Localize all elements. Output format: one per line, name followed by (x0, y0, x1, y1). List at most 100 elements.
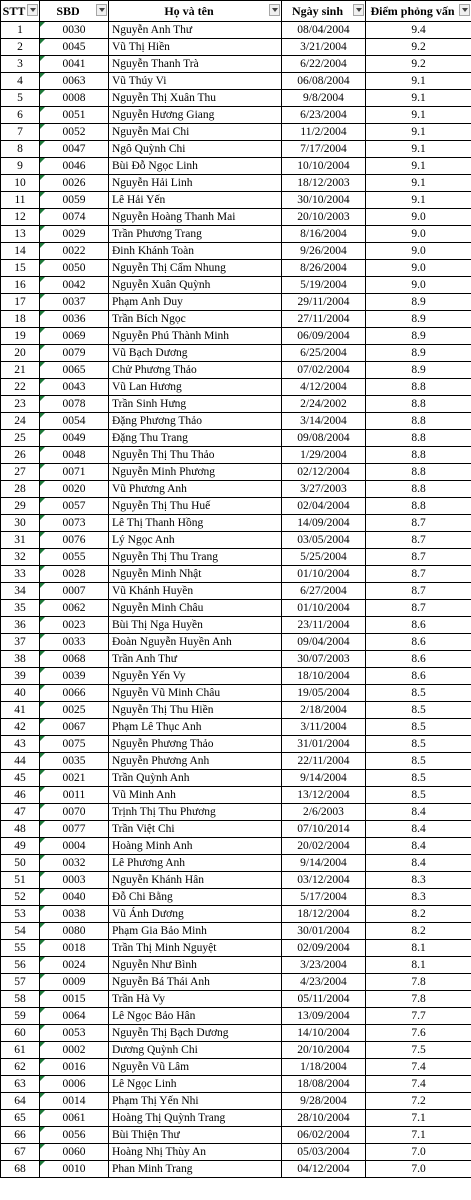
row-sbd-cell[interactable]: 0026 (39, 174, 109, 192)
row-sbd-cell[interactable]: 0030 (39, 21, 109, 39)
row-dob-cell[interactable]: 3/21/2004 (281, 38, 366, 56)
row-score-cell[interactable]: 8.7 (365, 514, 471, 532)
row-dob-cell[interactable]: 4/12/2004 (281, 378, 366, 396)
table-row[interactable]: 10 0026 Nguyễn Hải Linh 18/12/2003 9.1 (0, 174, 471, 192)
row-sbd-cell[interactable]: 0039 (39, 667, 109, 685)
row-name-cell[interactable]: Nguyễn Hương Giang (108, 106, 282, 124)
row-sbd-cell[interactable]: 0015 (39, 990, 109, 1008)
table-row[interactable]: 32 0055 Nguyễn Thị Thu Trang 5/25/2004 8.7 (0, 548, 471, 566)
table-row[interactable]: 21 0065 Chử Phương Thảo 07/02/2004 8.9 (0, 361, 471, 379)
table-row[interactable]: 65 0061 Hoàng Thị Quỳnh Trang 28/10/2004 7.1 (0, 1109, 471, 1127)
row-sbd-cell[interactable]: 0018 (39, 939, 109, 957)
row-name-cell[interactable]: Đinh Khánh Toàn (108, 242, 282, 260)
row-name-cell[interactable]: Nguyễn Vũ Minh Châu (108, 684, 282, 702)
table-row[interactable]: 17 0037 Phạm Anh Duy 29/11/2004 8.9 (0, 293, 471, 311)
row-score-cell[interactable]: 7.0 (365, 1143, 471, 1161)
row-score-cell[interactable]: 9.1 (365, 123, 471, 141)
row-dob-cell[interactable]: 02/12/2004 (281, 463, 366, 481)
row-stt-cell[interactable]: 13 (0, 225, 40, 243)
row-dob-cell[interactable]: 23/11/2004 (281, 616, 366, 634)
row-stt-cell[interactable]: 51 (0, 871, 40, 889)
table-row[interactable]: 26 0048 Nguyễn Thị Thu Thảo 1/29/2004 8.8 (0, 446, 471, 464)
row-score-cell[interactable]: 8.6 (365, 633, 471, 651)
row-stt-cell[interactable]: 64 (0, 1092, 40, 1110)
row-dob-cell[interactable]: 09/04/2004 (281, 633, 366, 651)
row-dob-cell[interactable]: 3/14/2004 (281, 412, 366, 430)
row-dob-cell[interactable]: 18/12/2003 (281, 174, 366, 192)
row-dob-cell[interactable]: 04/12/2004 (281, 1160, 366, 1178)
row-score-cell[interactable]: 8.7 (365, 531, 471, 549)
row-stt-cell[interactable]: 53 (0, 905, 40, 923)
row-name-cell[interactable]: Đỗ Chi Bằng (108, 888, 282, 906)
row-score-cell[interactable]: 7.7 (365, 1007, 471, 1025)
row-dob-cell[interactable]: 9/14/2004 (281, 854, 366, 872)
row-score-cell[interactable]: 9.1 (365, 106, 471, 124)
row-score-cell[interactable]: 8.2 (365, 922, 471, 940)
table-row[interactable]: 60 0053 Nguyễn Thị Bạch Dương 14/10/2004 7.6 (0, 1024, 471, 1042)
row-name-cell[interactable]: Nguyễn Thị Thu Hiền (108, 701, 282, 719)
row-stt-cell[interactable]: 46 (0, 786, 40, 804)
row-stt-cell[interactable]: 1 (0, 21, 40, 39)
table-row[interactable]: 43 0075 Nguyễn Phương Thảo 31/01/2004 8.5 (0, 735, 471, 753)
table-row[interactable]: 53 0038 Vũ Ánh Dương 18/12/2004 8.2 (0, 905, 471, 923)
row-dob-cell[interactable]: 4/23/2004 (281, 973, 366, 991)
row-dob-cell[interactable]: 07/10/2014 (281, 820, 366, 838)
row-dob-cell[interactable]: 14/09/2004 (281, 514, 366, 532)
row-stt-cell[interactable]: 9 (0, 157, 40, 175)
row-stt-cell[interactable]: 36 (0, 616, 40, 634)
row-sbd-cell[interactable]: 0070 (39, 803, 109, 821)
row-name-cell[interactable]: Phạm Anh Duy (108, 293, 282, 311)
table-row[interactable]: 39 0039 Nguyễn Yến Vy 18/10/2004 8.6 (0, 667, 471, 685)
row-stt-cell[interactable]: 23 (0, 395, 40, 413)
row-stt-cell[interactable]: 62 (0, 1058, 40, 1076)
row-stt-cell[interactable]: 12 (0, 208, 40, 226)
row-score-cell[interactable]: 8.8 (365, 429, 471, 447)
row-score-cell[interactable]: 9.1 (365, 140, 471, 158)
row-dob-cell[interactable]: 2/24/2002 (281, 395, 366, 413)
row-stt-cell[interactable]: 28 (0, 480, 40, 498)
table-row[interactable]: 62 0016 Nguyễn Vũ Lâm 1/18/2004 7.4 (0, 1058, 471, 1076)
table-row[interactable]: 40 0066 Nguyễn Vũ Minh Châu 19/05/2004 8.5 (0, 684, 471, 702)
row-name-cell[interactable]: Nguyễn Anh Thư (108, 21, 282, 39)
table-row[interactable]: 31 0076 Lý Ngọc Anh 03/05/2004 8.7 (0, 531, 471, 549)
table-row[interactable]: 36 0023 Bùi Thị Nga Huyền 23/11/2004 8.6 (0, 616, 471, 634)
row-sbd-cell[interactable]: 0047 (39, 140, 109, 158)
row-dob-cell[interactable]: 19/05/2004 (281, 684, 366, 702)
row-name-cell[interactable]: Nguyễn Khánh Hân (108, 871, 282, 889)
row-sbd-cell[interactable]: 0011 (39, 786, 109, 804)
row-name-cell[interactable]: Lê Thị Thanh Hồng (108, 514, 282, 532)
row-dob-cell[interactable]: 9/8/2004 (281, 89, 366, 107)
row-name-cell[interactable]: Đặng Phương Thảo (108, 412, 282, 430)
row-score-cell[interactable]: 8.8 (365, 497, 471, 515)
row-score-cell[interactable]: 8.3 (365, 888, 471, 906)
row-name-cell[interactable]: Nguyễn Thanh Trà (108, 55, 282, 73)
row-stt-cell[interactable]: 32 (0, 548, 40, 566)
row-sbd-cell[interactable]: 0052 (39, 123, 109, 141)
row-name-cell[interactable]: Vũ Lan Hương (108, 378, 282, 396)
row-sbd-cell[interactable]: 0041 (39, 55, 109, 73)
row-stt-cell[interactable]: 6 (0, 106, 40, 124)
row-score-cell[interactable]: 8.9 (365, 361, 471, 379)
table-row[interactable]: 14 0022 Đinh Khánh Toàn 9/26/2004 9.0 (0, 242, 471, 260)
row-score-cell[interactable]: 9.0 (365, 225, 471, 243)
row-name-cell[interactable]: Nguyễn Minh Nhật (108, 565, 282, 583)
row-dob-cell[interactable]: 1/29/2004 (281, 446, 366, 464)
row-name-cell[interactable]: Phạm Lê Thục Anh (108, 718, 282, 736)
row-sbd-cell[interactable]: 0054 (39, 412, 109, 430)
row-sbd-cell[interactable]: 0050 (39, 259, 109, 277)
row-stt-cell[interactable]: 49 (0, 837, 40, 855)
filter-dropdown-icon[interactable] (269, 4, 280, 16)
row-dob-cell[interactable]: 1/18/2004 (281, 1058, 366, 1076)
row-stt-cell[interactable]: 14 (0, 242, 40, 260)
row-sbd-cell[interactable]: 0060 (39, 1143, 109, 1161)
row-stt-cell[interactable]: 24 (0, 412, 40, 430)
row-name-cell[interactable]: Trần Thị Minh Nguyệt (108, 939, 282, 957)
row-score-cell[interactable]: 7.8 (365, 973, 471, 991)
table-row[interactable]: 45 0021 Trần Quỳnh Anh 9/14/2004 8.5 (0, 769, 471, 787)
row-score-cell[interactable]: 8.8 (365, 412, 471, 430)
row-stt-cell[interactable]: 41 (0, 701, 40, 719)
row-dob-cell[interactable]: 30/01/2004 (281, 922, 366, 940)
table-row[interactable]: 42 0067 Phạm Lê Thục Anh 3/11/2004 8.5 (0, 718, 471, 736)
row-dob-cell[interactable]: 30/10/2004 (281, 191, 366, 209)
row-name-cell[interactable]: Nguyễn Xuân Quỳnh (108, 276, 282, 294)
